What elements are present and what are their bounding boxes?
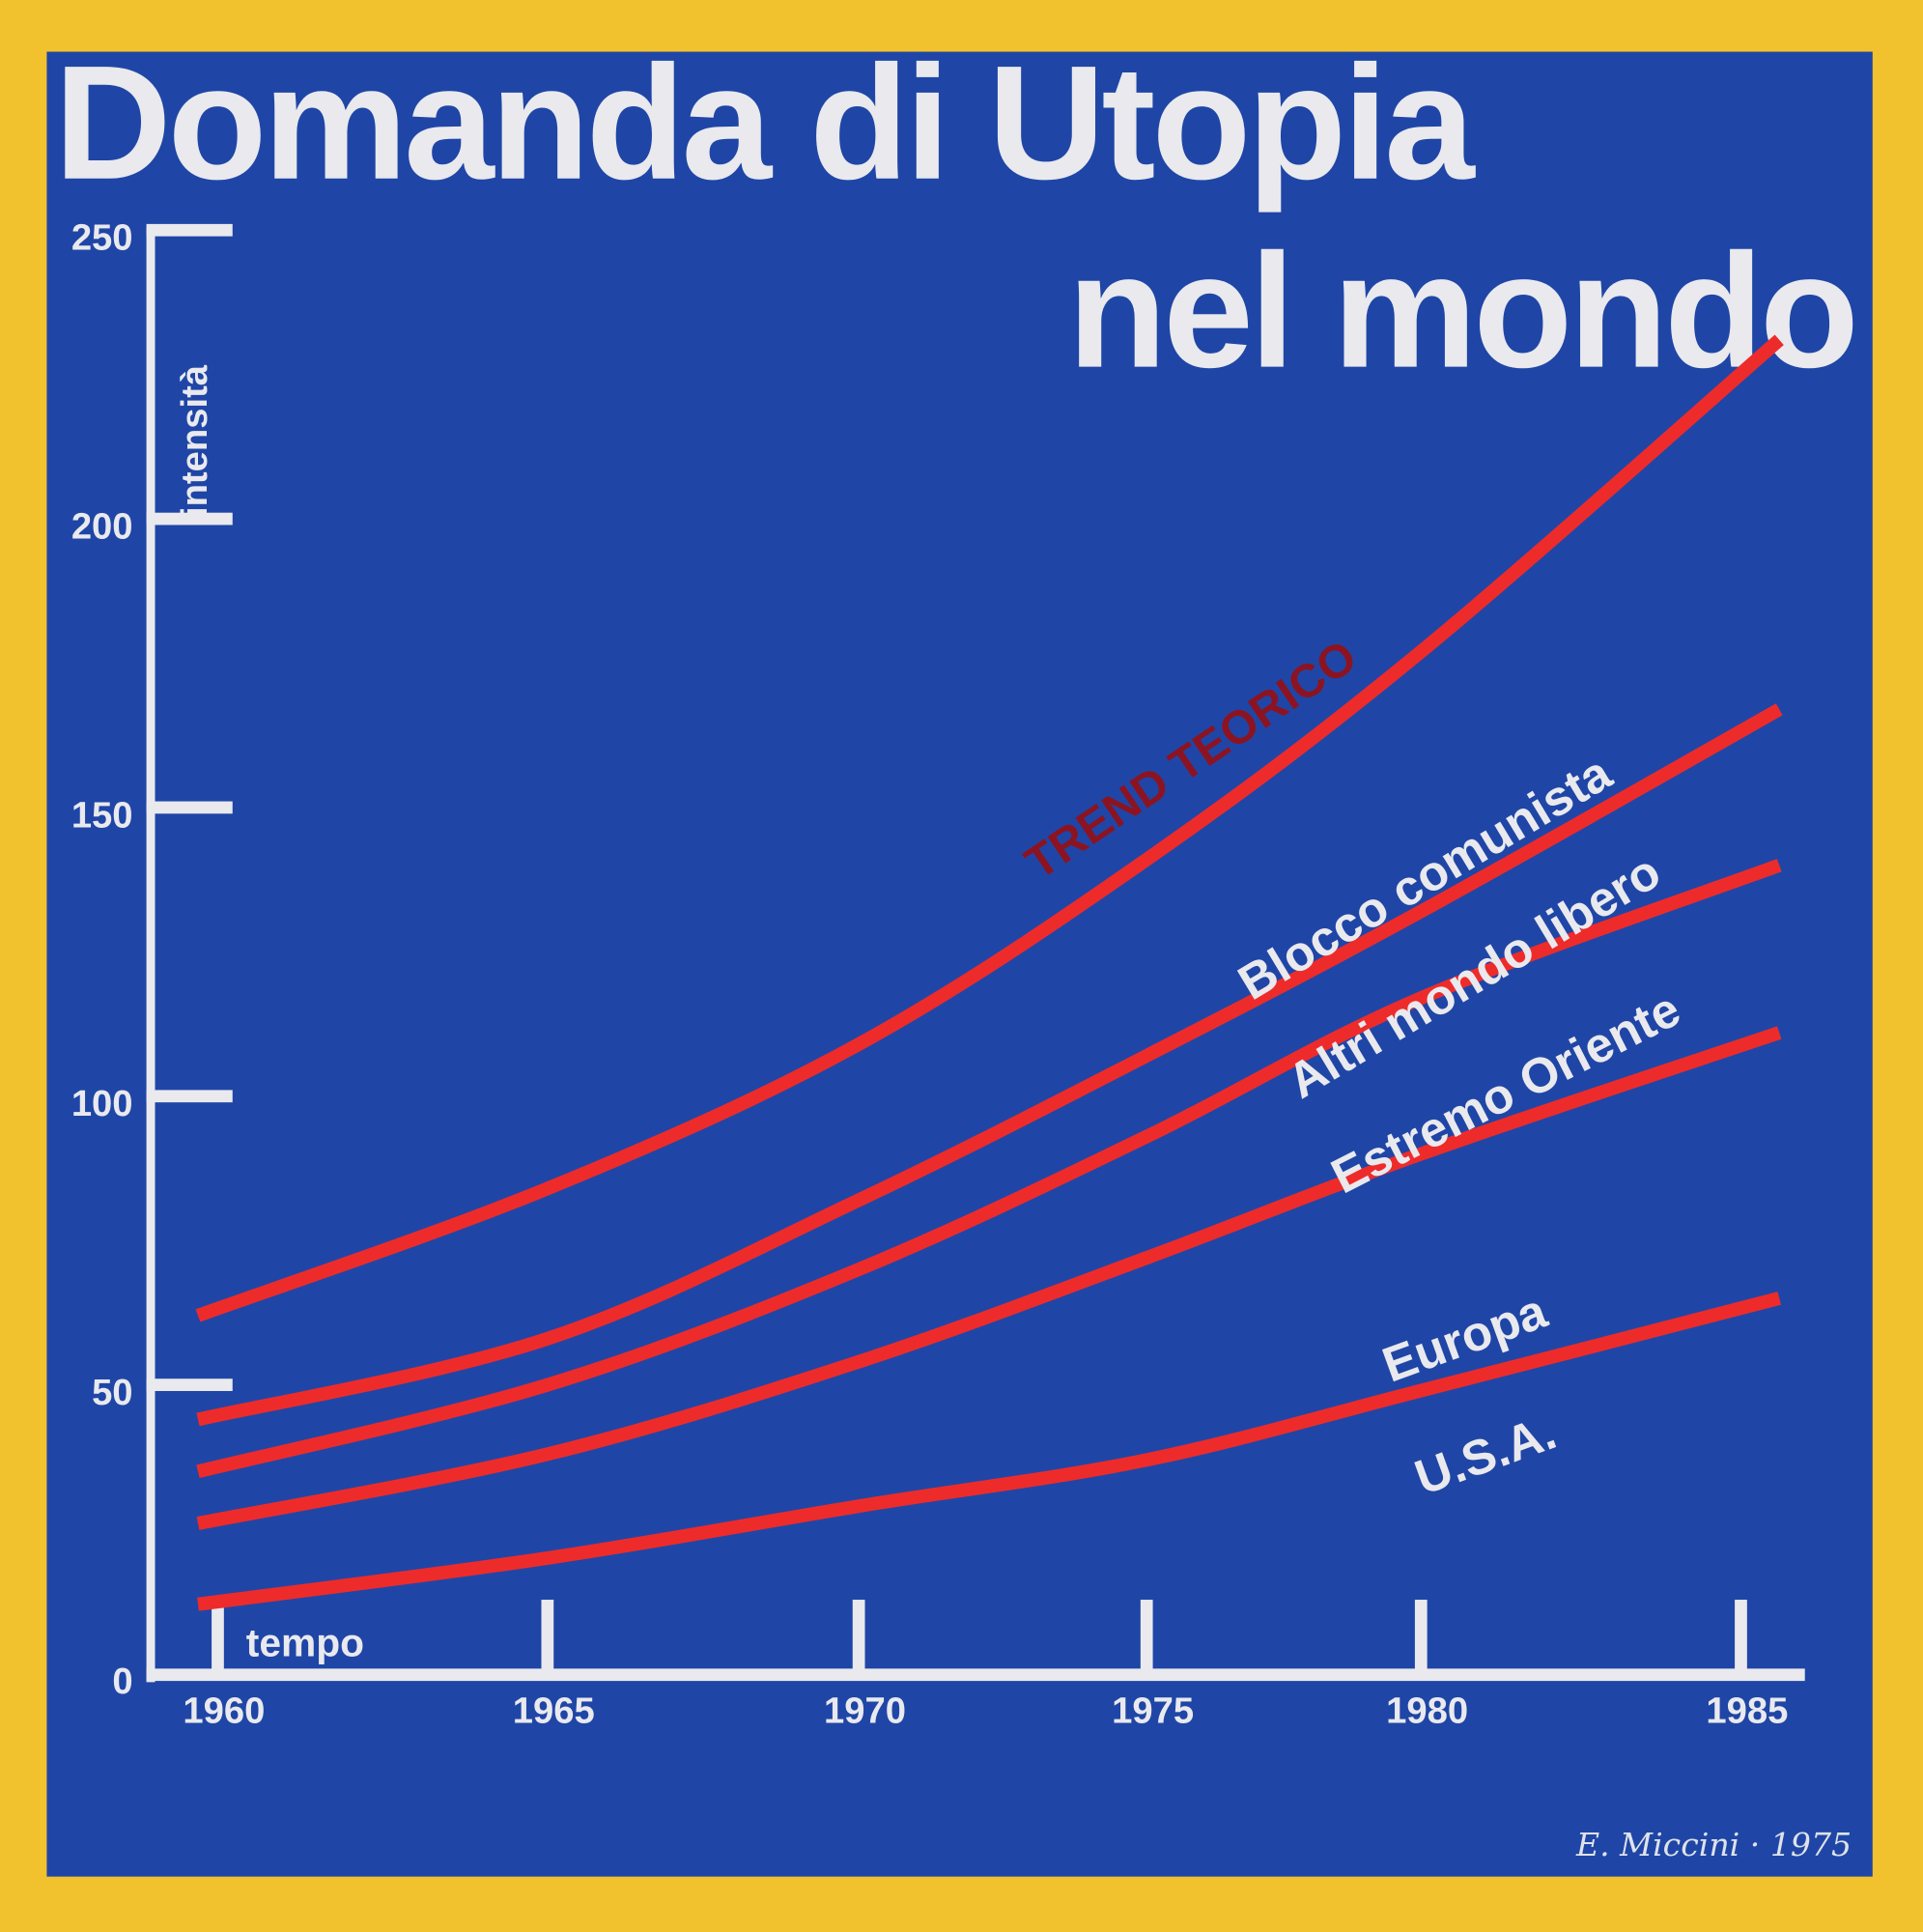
x-tick-label: 1970 <box>824 1690 906 1731</box>
series-line-4 <box>197 1292 1781 1611</box>
x-axis-label: tempo <box>246 1621 364 1665</box>
x-tick-label: 1960 <box>183 1690 265 1731</box>
blue-panel <box>46 51 1873 1877</box>
x-tick-label: 1975 <box>1112 1690 1194 1731</box>
x-tick-1960 <box>212 1600 224 1674</box>
y-axis-line <box>146 227 156 1683</box>
series-line-1 <box>196 703 1783 1427</box>
x-tick-1980 <box>1414 1600 1428 1674</box>
x-tick-1975 <box>1140 1600 1153 1674</box>
y-axis-label: intensità <box>174 364 215 517</box>
x-axis-line <box>146 1668 1805 1682</box>
series-line-3 <box>196 1026 1782 1530</box>
title-line-1: Domanda di Utopia <box>54 32 1476 213</box>
axes: intensità tempo 0 50 100 150 200 250 1960 1965 1… <box>71 217 1805 1731</box>
y-tick-250 <box>146 223 233 237</box>
series-lines <box>195 334 1784 1611</box>
y-tick-label: 100 <box>71 1083 133 1124</box>
y-tick-label: 250 <box>71 217 133 259</box>
x-tick-1965 <box>541 1600 554 1674</box>
y-tick-200 <box>146 512 233 526</box>
series-line-0 <box>195 334 1784 1322</box>
x-tick-1985 <box>1735 1600 1747 1674</box>
y-tick-label: 50 <box>92 1372 133 1413</box>
y-tick-label: 200 <box>71 505 133 547</box>
y-tick-150 <box>146 801 233 814</box>
y-tick-label: 0 <box>112 1661 132 1702</box>
y-tick-label: 150 <box>71 794 133 836</box>
x-tick-1970 <box>852 1600 865 1674</box>
signature: E. Miccini · 1975 <box>1575 1826 1852 1863</box>
x-tick-label: 1985 <box>1706 1690 1788 1731</box>
x-tick-label: 1965 <box>513 1690 595 1731</box>
x-tick-label: 1980 <box>1386 1690 1468 1731</box>
y-tick-50 <box>146 1378 233 1391</box>
series-line-2 <box>196 859 1782 1479</box>
title-line-2: nel mondo <box>1067 220 1855 402</box>
y-tick-100 <box>146 1090 233 1103</box>
